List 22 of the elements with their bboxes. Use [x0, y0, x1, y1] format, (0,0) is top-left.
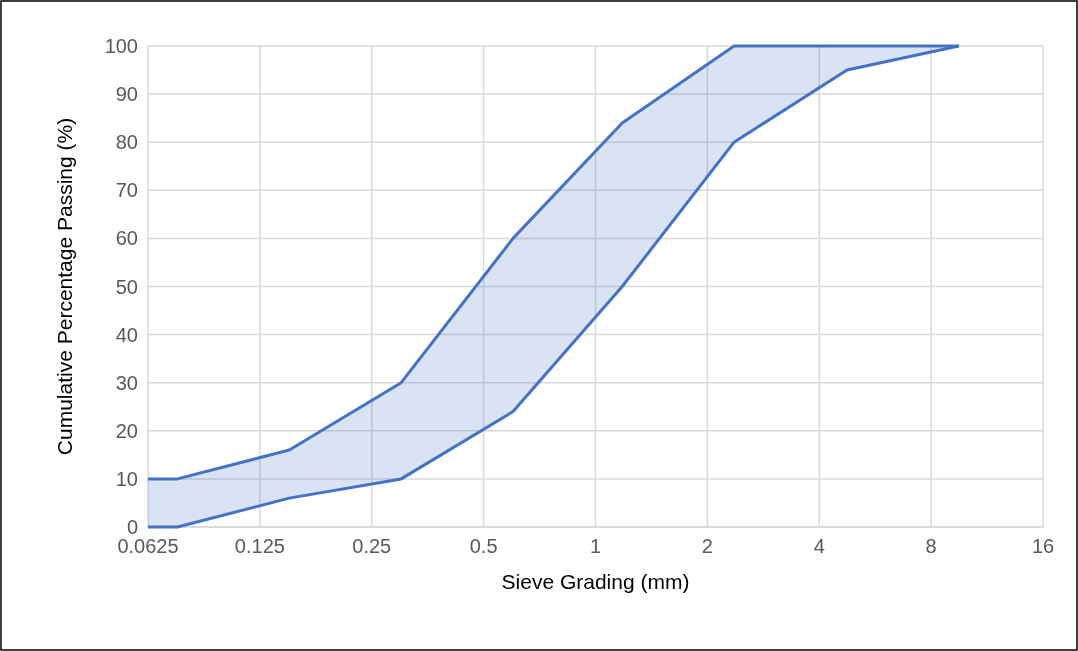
x-tick-label: 1	[589, 535, 602, 557]
y-axis-title: Cumulative Percentage Passing (%)	[53, 117, 76, 456]
y-tick-label: 40	[115, 323, 138, 346]
y-tick-label: 80	[115, 131, 138, 154]
y-tick-label: 100	[104, 35, 138, 57]
x-tick-label: 8	[925, 535, 937, 557]
x-tick-label: 0.125	[234, 535, 285, 557]
y-tick-label: 30	[115, 371, 138, 394]
x-tick-label: 16	[1031, 535, 1055, 557]
y-tick-label: 10	[115, 467, 138, 490]
x-tick-label: 4	[813, 535, 825, 557]
y-tick-label: 0	[126, 516, 138, 538]
y-tick-label: 20	[115, 419, 138, 442]
y-tick-label: 50	[115, 275, 138, 298]
y-tick-label: 70	[115, 179, 138, 202]
y-tick-label: 60	[115, 227, 138, 250]
x-tick-label: 2	[701, 535, 713, 557]
y-tick-label: 90	[115, 83, 138, 106]
x-tick-label: 0.0625	[117, 535, 179, 557]
x-axis-title: Sieve Grading (mm)	[501, 570, 690, 593]
x-tick-label: 0.25	[352, 535, 392, 557]
x-tick-label: 0.5	[469, 535, 498, 557]
